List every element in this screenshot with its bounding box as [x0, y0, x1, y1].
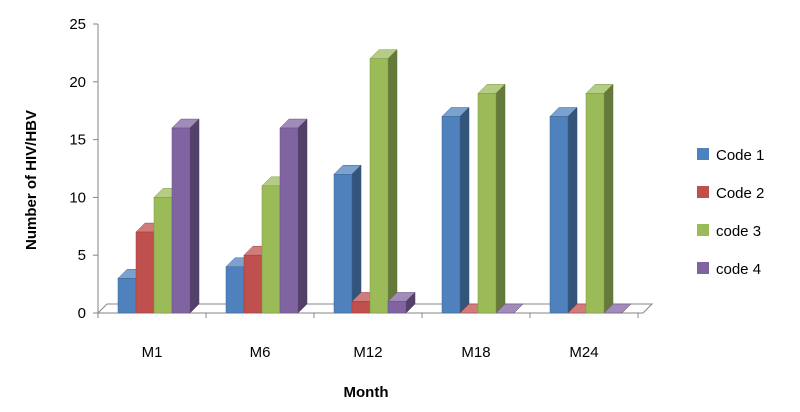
bar — [441, 106, 470, 314]
legend-label: Code 2 — [716, 185, 764, 202]
x-axis: M1 M6 M12 M18 M24 — [97, 313, 639, 361]
bar — [549, 106, 578, 314]
y-axis-title: Number of HIV/HBV — [23, 110, 40, 250]
x-tick-label: M18 — [461, 344, 490, 361]
legend-item: code 3 — [697, 223, 761, 240]
y-tick-label: 15 — [69, 132, 86, 149]
y-tick-label: 0 — [78, 305, 86, 322]
x-axis-title: Month — [344, 384, 389, 401]
legend-swatch — [697, 224, 709, 236]
legend-swatch — [697, 262, 709, 274]
legend-label: code 3 — [716, 223, 761, 240]
bar — [495, 303, 524, 314]
y-axis: 0 5 10 15 20 25 — [69, 16, 99, 322]
bar — [333, 164, 362, 314]
bar — [603, 303, 632, 314]
bar — [369, 49, 398, 314]
x-tick-label: M12 — [353, 344, 382, 361]
legend-item: code 4 — [697, 261, 761, 278]
bar — [387, 291, 416, 314]
legend-swatch — [697, 148, 709, 160]
y-tick-label: 20 — [69, 74, 86, 91]
legend: Code 1 Code 2 code 3 code 4 — [697, 147, 764, 278]
x-tick-label: M1 — [142, 344, 163, 361]
x-tick-label: M6 — [250, 344, 271, 361]
legend-label: code 4 — [716, 261, 761, 278]
bar — [171, 118, 200, 314]
legend-item: Code 2 — [697, 185, 764, 202]
y-tick-label: 25 — [69, 16, 86, 33]
legend-item: Code 1 — [697, 147, 764, 164]
bar — [477, 83, 506, 314]
y-tick-label: 10 — [69, 189, 86, 206]
x-tick-label: M24 — [569, 344, 598, 361]
bar — [279, 118, 308, 314]
bars — [117, 49, 632, 314]
legend-swatch — [697, 186, 709, 198]
legend-label: Code 1 — [716, 147, 764, 164]
y-tick-label: 5 — [78, 247, 86, 264]
bar — [585, 83, 614, 314]
